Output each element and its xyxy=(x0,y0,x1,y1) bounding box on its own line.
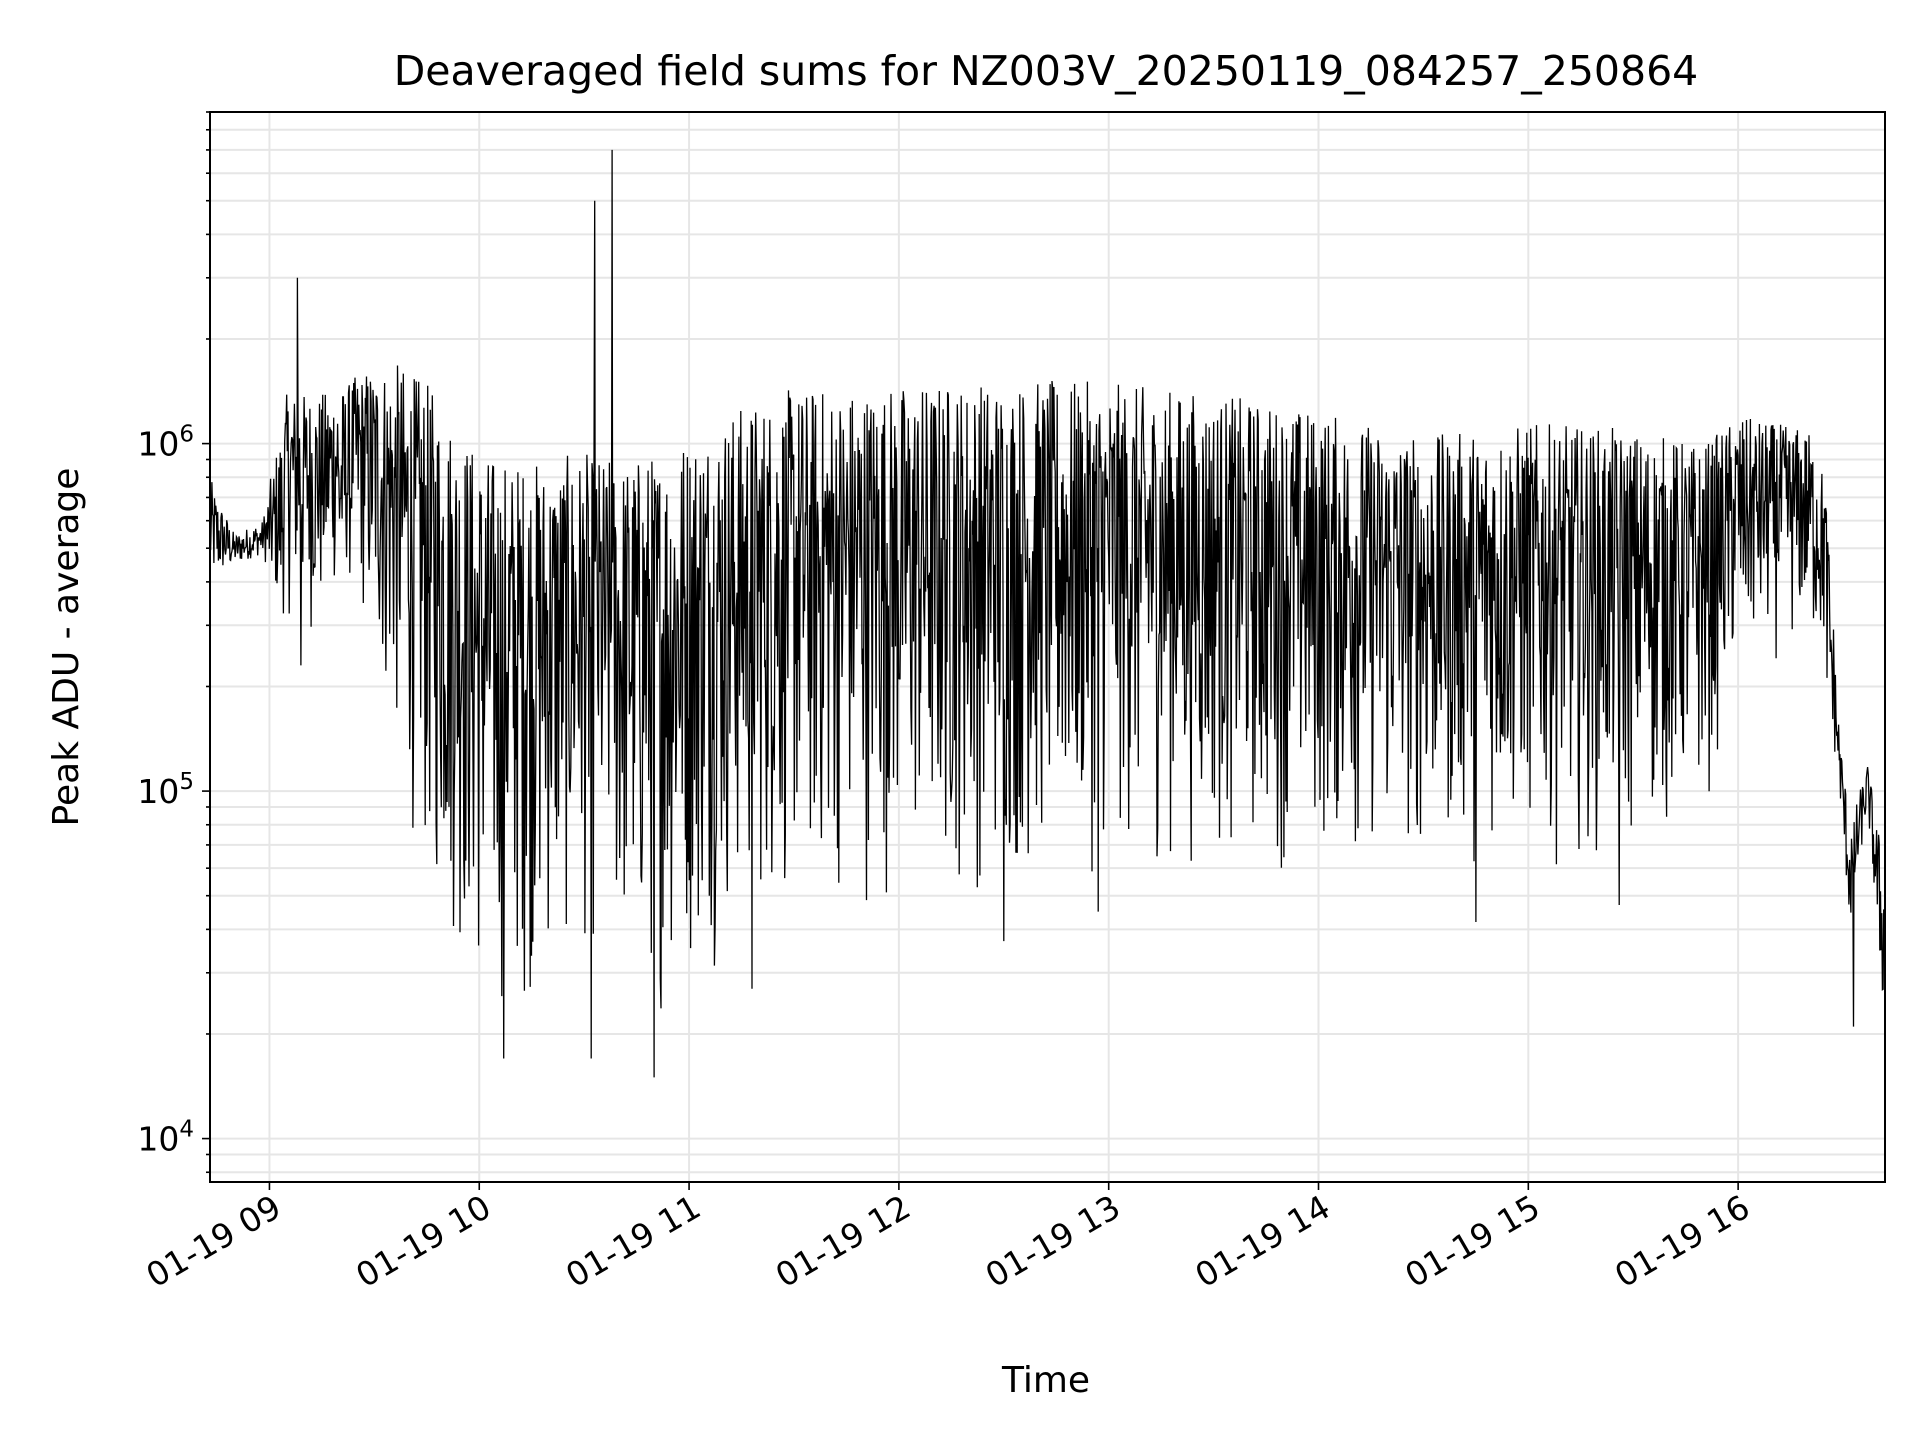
y-tick-base: 10 xyxy=(137,425,179,464)
series-line xyxy=(210,149,1885,1078)
chart-title: Deaveraged field sums for NZ003V_2025011… xyxy=(394,47,1699,95)
data-series xyxy=(210,149,1885,1078)
y-axis-label: Peak ADU - average xyxy=(46,468,87,827)
y-tick-label: 105 xyxy=(137,769,194,811)
y-tick-exponent: 5 xyxy=(179,769,194,795)
y-tick-label: 106 xyxy=(137,422,194,464)
y-tick-base: 10 xyxy=(137,1120,179,1159)
plot-area xyxy=(209,111,1886,1183)
y-tick-base: 10 xyxy=(137,772,179,811)
y-tick-exponent: 4 xyxy=(179,1117,194,1143)
grid xyxy=(210,111,1885,1182)
y-tick-label: 104 xyxy=(137,1117,194,1159)
x-axis-label: Time xyxy=(1001,1360,1090,1401)
y-tick-exponent: 6 xyxy=(179,422,194,448)
